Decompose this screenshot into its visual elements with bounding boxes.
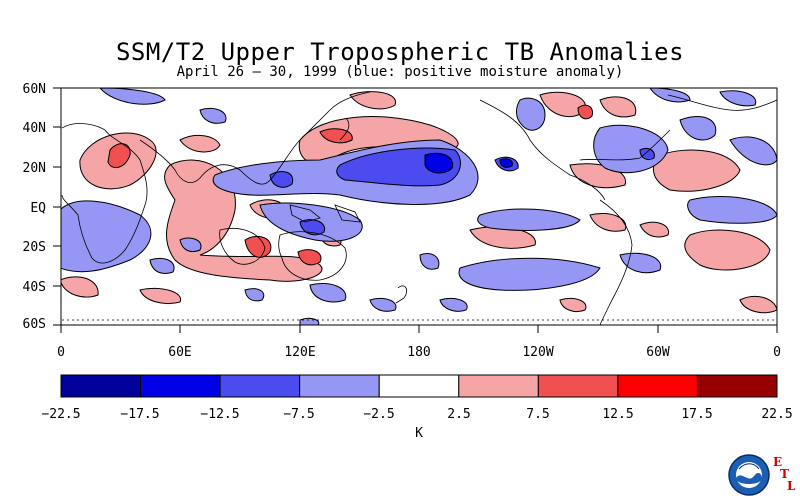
y-tick-label: 40S [23,280,46,295]
colorbar-swatch [219,374,301,398]
logo-letter: L [787,479,796,493]
anomaly-field [61,88,777,325]
x-tick-label: 180 [407,345,430,360]
noaa-logo [728,454,770,496]
x-tick-label: 0 [773,345,781,360]
colorbar-swatch [60,374,142,398]
y-tick-label: 20N [23,161,46,176]
x-tick-label: 60E [168,345,191,360]
colorbar-level-label: 22.5 [761,407,792,422]
colorbar-level-label: −12.5 [200,407,239,422]
map-title: SSM/T2 Upper Tropospheric TB Anomalies [115,38,685,66]
colorbar-swatch [140,374,221,398]
x-tick-label: 120E [284,345,315,360]
colorbar-level-label: −7.5 [283,407,314,422]
colorbar-swatch [299,374,380,398]
colorbar-level-label: 17.5 [681,407,712,422]
etl-letters: E T L [773,455,796,493]
y-tick-label: 60S [23,317,46,332]
colorbar-level-label: 12.5 [602,407,633,422]
x-tick-label: 60W [646,345,670,360]
coastlines [61,91,777,325]
colorbar-level-label: −22.5 [41,407,80,422]
colorbar-level-label: −2.5 [363,407,394,422]
colorbar [60,374,778,398]
colorbar-level-label: −17.5 [120,407,159,422]
x-axis-ticks [60,325,778,333]
logo-letter: T [780,467,789,481]
colorbar-labels: −22.5 −17.5 −12.5 −7.5 −2.5 2.5 7.5 12.5… [41,407,792,441]
colorbar-level-label: 2.5 [447,407,470,422]
x-tick-label: 0 [57,345,65,360]
colorbar-swatch [537,374,619,398]
y-tick-label: 40N [23,121,46,136]
colorbar-swatch [458,374,539,398]
colorbar-swatch [696,374,778,398]
y-tick-label: 20S [23,240,46,255]
colorbar-swatch [617,374,698,398]
negative-anomaly-dark-regions [424,152,513,174]
y-tick-label: 60N [23,82,46,97]
map-subtitle: April 26 – 30, 1999 (blue: positive mois… [176,64,624,80]
colorbar-swatch [378,374,460,398]
x-tick-label: 120W [522,345,553,360]
y-tick-label: EQ [30,201,46,216]
colorbar-unit: K [415,426,423,441]
positive-anomaly-mid-regions [107,104,594,266]
logo-letter: E [773,455,782,469]
colorbar-level-label: 7.5 [526,407,549,422]
y-axis-ticks [53,87,61,326]
